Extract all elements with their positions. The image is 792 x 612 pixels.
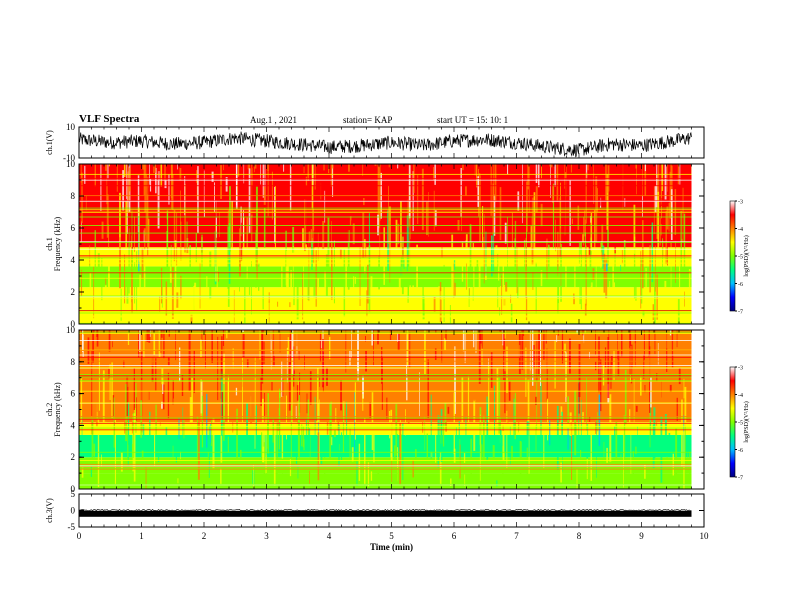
ch2-spectrogram-ytick-2: 4 <box>71 420 76 430</box>
date-label: Aug.1 , 2021 <box>250 115 297 125</box>
x-tick-label-4: 4 <box>327 531 332 541</box>
ch1-spectrogram-band-5 <box>79 164 692 248</box>
ch1-waveform-ylabel: ch.1(V) <box>45 130 54 155</box>
ch1-spectrogram-colorbar-tick-2: -5 <box>738 255 743 261</box>
x-tick-label-0: 0 <box>77 531 82 541</box>
ch2-spectrogram-band-0 <box>79 473 692 489</box>
ch1-spectrogram-band-1 <box>79 287 692 308</box>
s2-xticks <box>78 330 705 489</box>
ch2-spectrogram-panel: 0 2 4 6 8 10 ch.2 Frequency (kHz) -3 -4 -5 -6 -7 log(… <box>45 325 750 494</box>
ch3-waveform-trace <box>79 510 692 517</box>
start-time-label: start UT = 15: 10: 1 <box>437 115 509 125</box>
x-tick-label-10: 10 <box>700 531 710 541</box>
ch1-spectrogram-colorbar-tick-0: -3 <box>738 200 743 206</box>
station-label: station= KAP <box>343 115 393 125</box>
ch1-spectrogram-ytick-5: 10 <box>66 159 76 169</box>
ch3-xticks: 0 1 2 3 4 5 6 7 8 9 10 Time (min) <box>77 494 709 552</box>
ch2-spectrogram-ytick-1: 2 <box>71 452 76 462</box>
ch3-waveform-panel: 5 0 -5 ch.3(V) <box>45 489 705 532</box>
x-tick-label-7: 7 <box>514 531 519 541</box>
ch2-spectrogram-colorbar-label: log(PSD)(V²/Hz) <box>743 401 750 442</box>
ch2-spectrogram-colorbar <box>729 366 736 478</box>
ch1-spectrogram-ylabel-freq: Frequency (kHz) <box>53 216 62 271</box>
x-tick-label-5: 5 <box>389 531 394 541</box>
ch1-spectrogram-colorbar-tick-4: -7 <box>738 310 743 316</box>
ch1-spectrogram-panel: 0 2 4 6 8 10 ch.1 Frequency (kHz) -3 -4 -5 -6 -7 log(… <box>45 159 750 329</box>
ch2-spectrogram-colorbar-tick-1: -4 <box>738 393 743 399</box>
ch1-spectrogram-colorbar-label: log(PSD)(V²/Hz) <box>743 235 750 276</box>
ch2-spectrogram-colorbar-tick-4: -7 <box>738 476 743 482</box>
ch2-spectrogram-colorbar-tick-0: -3 <box>738 366 743 372</box>
ch2-spectrogram-ytick-3: 6 <box>71 389 76 399</box>
x-tick-label-3: 3 <box>264 531 269 541</box>
ch1-waveform-trace <box>78 131 692 158</box>
x-tick-label-1: 1 <box>139 531 144 541</box>
ch1-spectrogram-colorbar-tick-1: -4 <box>738 227 743 233</box>
ch2-spectrogram-image <box>79 330 692 489</box>
ch2-spectrogram-ytick-0: 0 <box>71 484 76 494</box>
x-tick-label-8: 8 <box>577 531 582 541</box>
ch3-waveform-ytick-0: 5 <box>71 489 76 499</box>
x-tick-label-2: 2 <box>202 531 207 541</box>
ch1-spectrogram-ytick-3: 6 <box>71 223 76 233</box>
ch1-waveform-ytick-1: -10 <box>63 153 75 163</box>
ch1-spectrogram-colorbar <box>729 200 736 312</box>
ch2-spectrogram-ylabel-freq: Frequency (kHz) <box>53 382 62 437</box>
ch2-spectrogram-ytick-5: 10 <box>66 325 76 335</box>
ch2-spectrogram-ytick-4: 8 <box>71 357 76 367</box>
ch3-waveform-ytick-1: 0 <box>71 506 76 516</box>
x-tick-label-6: 6 <box>452 531 457 541</box>
ch3-waveform-trace-noise <box>79 508 692 512</box>
x-tick-label-9: 9 <box>639 531 644 541</box>
ch1-spectrogram-ytick-4: 8 <box>71 191 76 201</box>
ch1-spectrogram-ytick-0: 0 <box>71 319 76 329</box>
ch1-spectrogram-band-2 <box>79 276 692 288</box>
ch2-spectrogram-colorbar-tick-2: -5 <box>738 421 743 427</box>
ch3-waveform-ytick-2: -5 <box>68 522 76 532</box>
ch2-spectrogram-colorbar-tick-3: -6 <box>738 448 743 454</box>
figure-title: VLF Spectra <box>79 113 140 125</box>
x-axis-label: Time (min) <box>370 542 413 552</box>
ch1-xticks <box>78 127 705 158</box>
ch2-spectrogram-band-1 <box>79 457 692 474</box>
ch3-waveform-ylabel: ch.3(V) <box>45 498 54 523</box>
ch1-spectrogram-ytick-2: 4 <box>71 255 76 265</box>
s1-xticks <box>78 164 705 324</box>
ch1-spectrogram-colorbar-tick-3: -6 <box>738 282 743 288</box>
ch2-spectrogram-ylabel-channel: ch.2 <box>45 403 54 417</box>
ch1-waveform-panel: 10 -10 ch.1(V) <box>45 122 705 163</box>
ch1-spectrogram-ylabel-channel: ch.1 <box>45 237 54 251</box>
ch2-spectrogram-band-2 <box>79 434 692 458</box>
ch1-spectrogram-ytick-1: 2 <box>71 287 76 297</box>
ch1-waveform-ytick-0: 10 <box>66 122 76 132</box>
ch1-spectrogram-image <box>79 164 692 324</box>
